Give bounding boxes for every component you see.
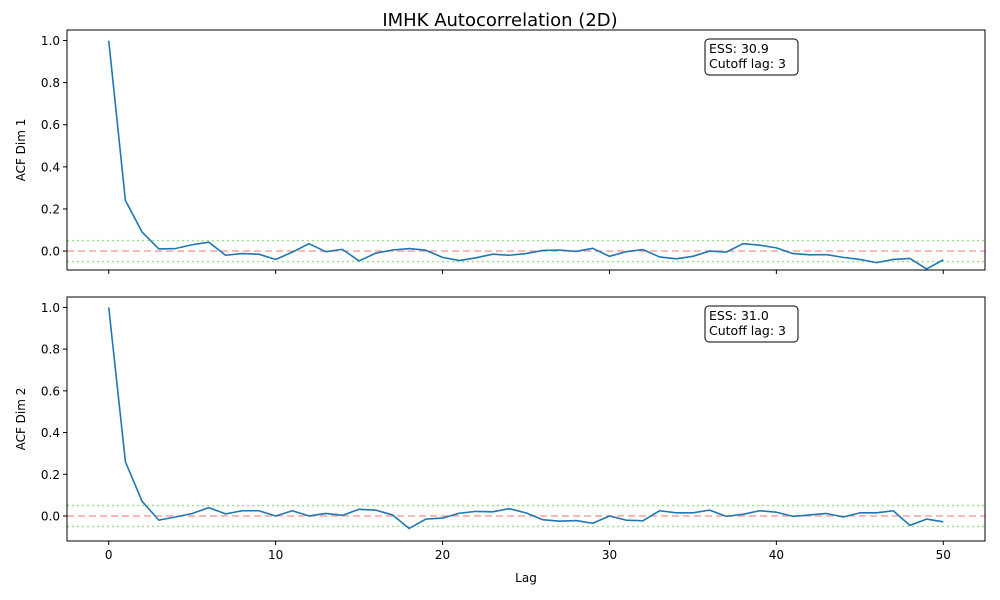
acf-series-line: [107, 307, 944, 530]
acf-dim2-panel: 0.0 0.2 0.4 0.6 0.8 1.0 0 10 20 30 40 50 ACF Dim 2 La…: [14, 296, 986, 585]
acf-series-line: [107, 40, 944, 270]
acf-dim1-panel: 0.0 0.2 0.4 0.6 0.8 1.0 ACF Dim 1 ESS: 30.9Cuto…: [14, 29, 986, 274]
cutoff-lag-annotation: Cutoff lag: 3: [709, 323, 786, 338]
ytick-label: 0.8: [41, 343, 60, 357]
xtick-label: 20: [435, 548, 450, 562]
xtick-label: 40: [769, 548, 784, 562]
ytick-label: 1.0: [41, 34, 60, 48]
y-axis-label: ACF Dim 2: [14, 388, 28, 451]
xtick-label: 50: [936, 548, 951, 562]
x-axis-label: Lag: [515, 571, 537, 585]
ess-annotation: ESS: 30.9: [709, 41, 769, 56]
figure-title: IMHK Autocorrelation (2D): [382, 10, 618, 31]
ytick-label: 0.2: [41, 468, 60, 482]
axes-frame: [66, 296, 986, 542]
cutoff-lag-annotation: Cutoff lag: 3: [709, 56, 786, 71]
ytick-label: 1.0: [41, 301, 60, 315]
stats-annotation-box: [704, 305, 799, 343]
ess-annotation: ESS: 31.0: [709, 308, 769, 323]
ytick-label: 0.6: [41, 118, 60, 132]
ytick-label: 0.0: [41, 245, 60, 259]
xtick-label: 0: [105, 548, 113, 562]
xtick-label: 10: [268, 548, 283, 562]
ytick-label: 0.6: [41, 384, 60, 398]
ytick-label: 0.2: [41, 202, 60, 216]
ytick-label: 0.0: [41, 509, 60, 523]
ytick-label: 0.8: [41, 76, 60, 90]
stats-annotation-box: [704, 38, 799, 76]
ytick-label: 0.4: [41, 160, 60, 174]
xtick-label: 30: [602, 548, 617, 562]
y-axis-label: ACF Dim 1: [14, 119, 28, 182]
ytick-label: 0.4: [41, 426, 60, 440]
axes-frame: [66, 29, 986, 271]
